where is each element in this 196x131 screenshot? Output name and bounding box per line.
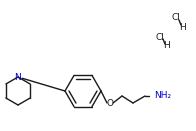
Text: Cl: Cl [156, 32, 164, 42]
Text: N: N [15, 72, 21, 81]
Text: NH₂: NH₂ [154, 91, 171, 100]
Text: O: O [106, 99, 113, 108]
Text: H: H [164, 42, 170, 50]
Text: Cl: Cl [172, 13, 181, 23]
Text: H: H [180, 23, 186, 31]
